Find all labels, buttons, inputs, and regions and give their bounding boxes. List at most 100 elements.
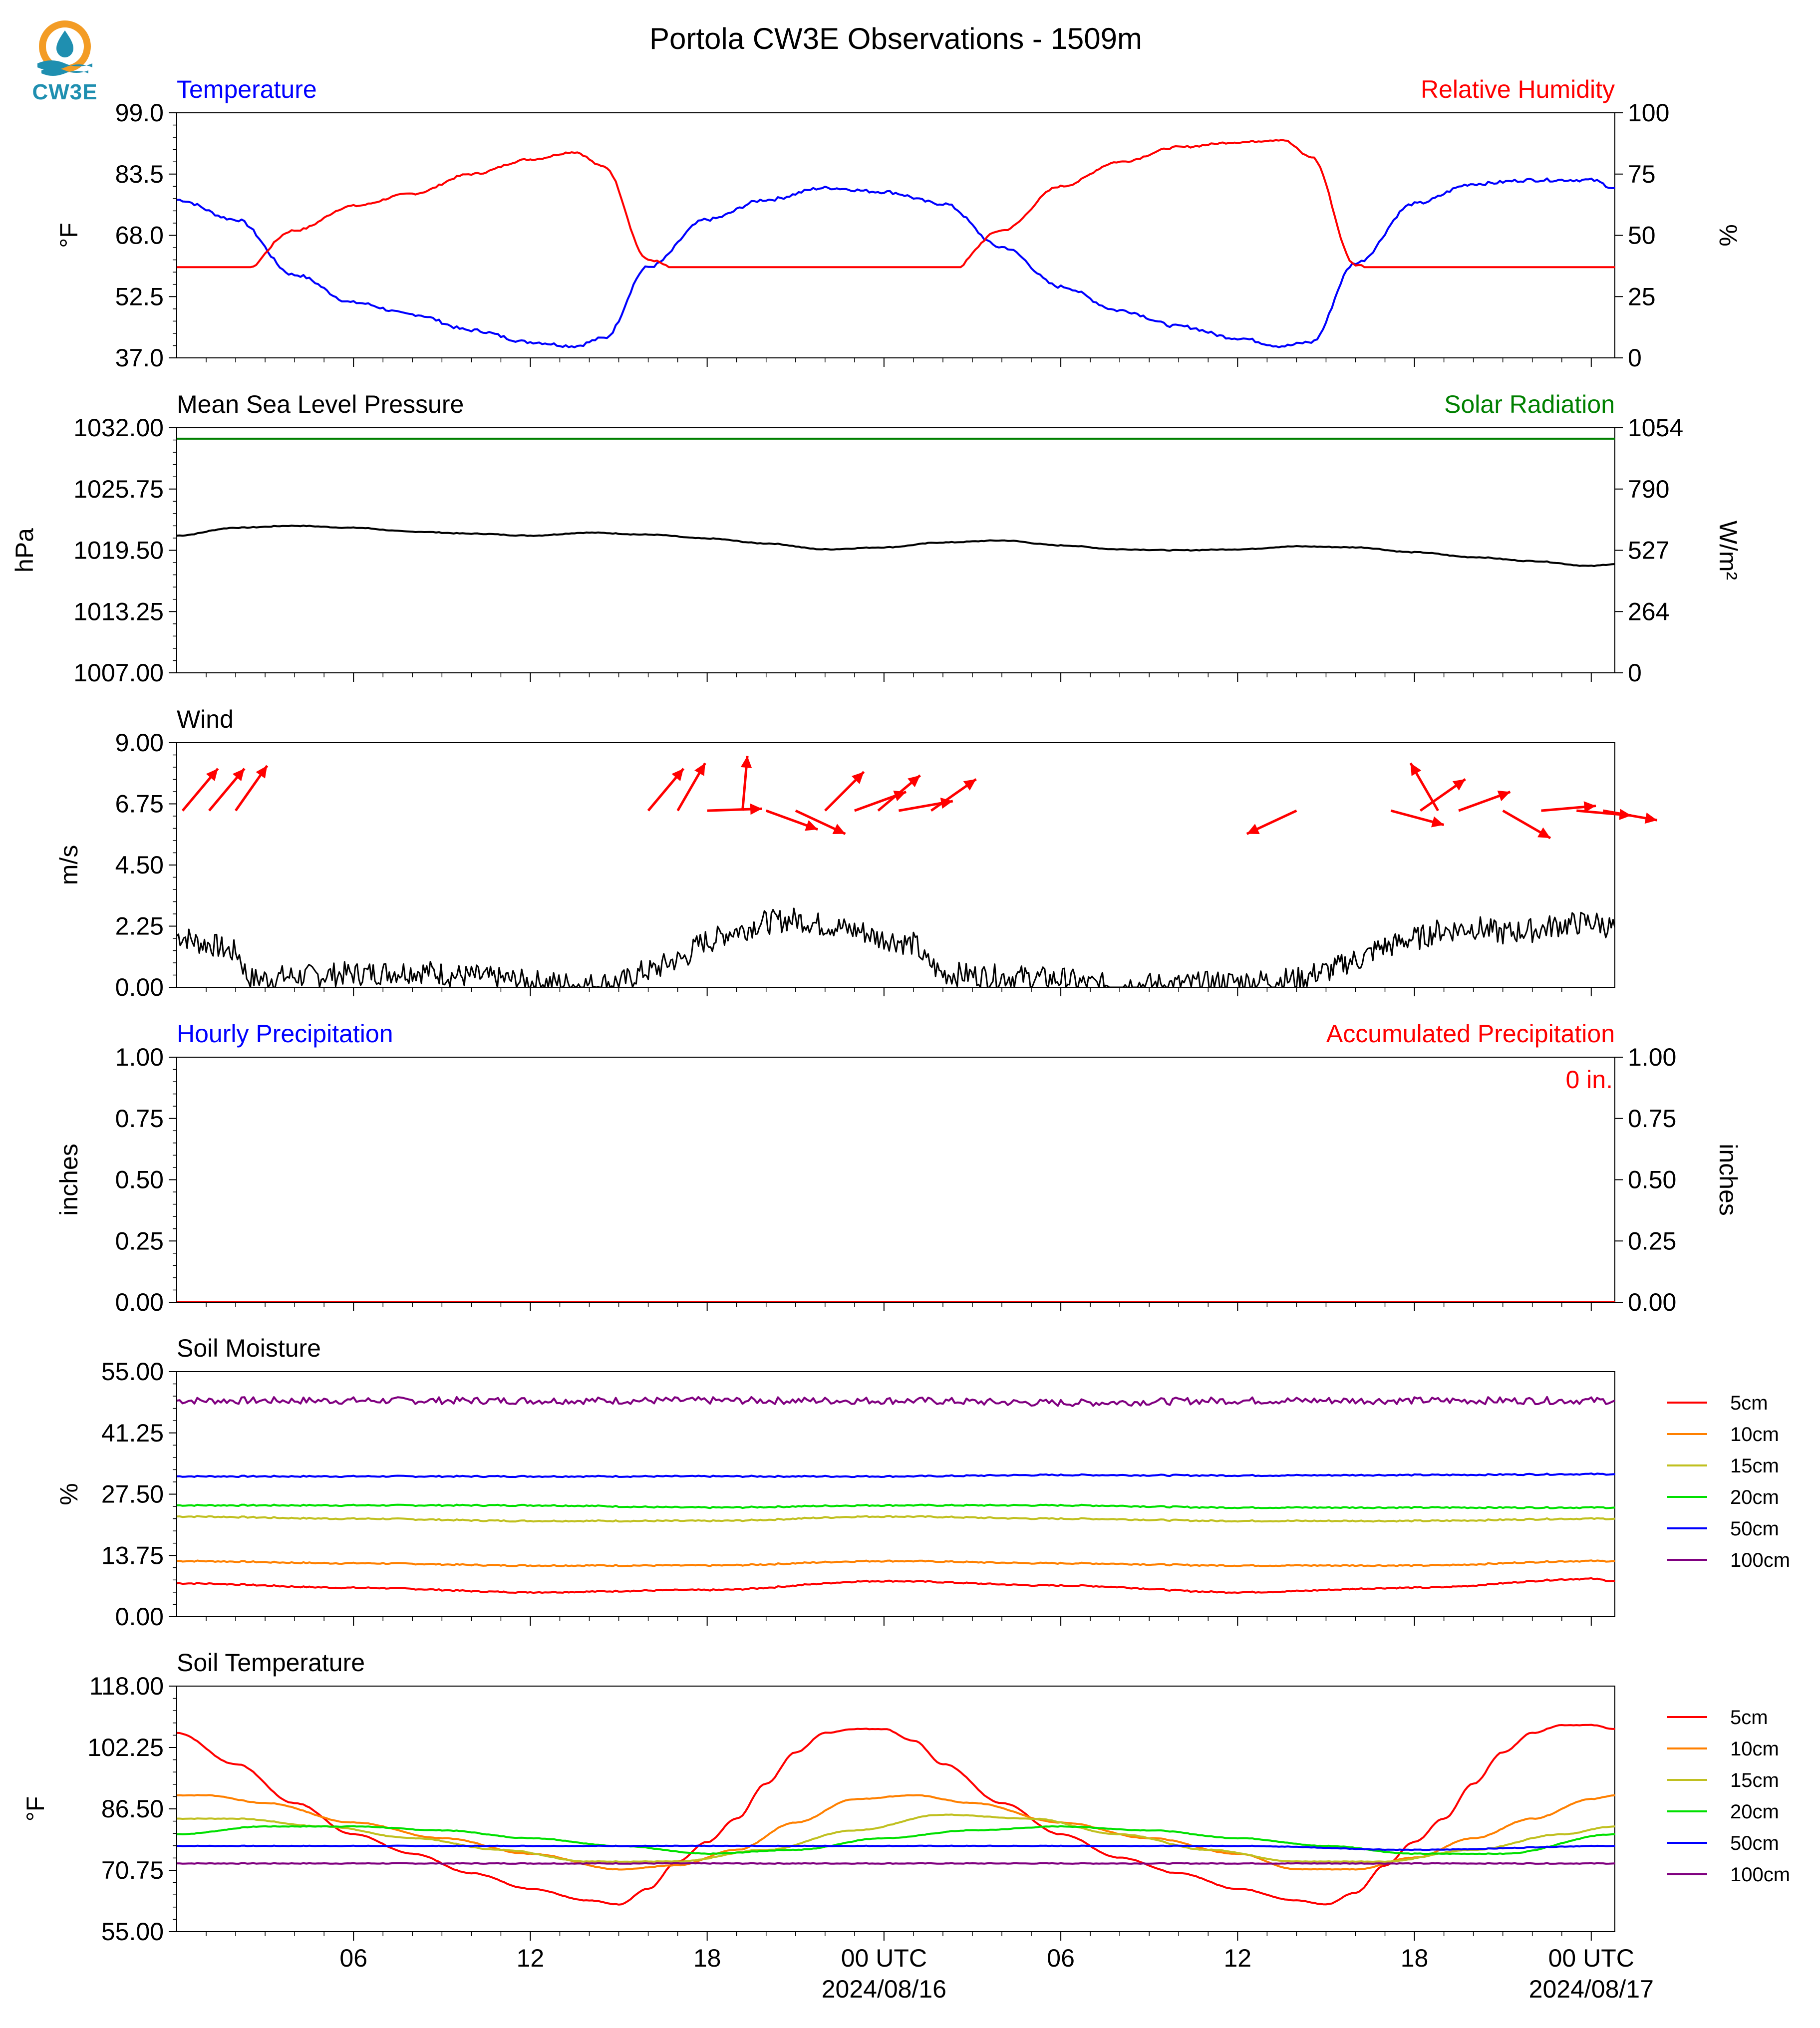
y-right-tick-label: 527 bbox=[1628, 537, 1669, 565]
series-line-10cm bbox=[177, 1559, 1615, 1567]
y-left-tick-label: 68.0 bbox=[115, 222, 164, 250]
y-left-axis-label: % bbox=[55, 1483, 83, 1505]
y-left-tick-label: 55.00 bbox=[101, 1358, 164, 1386]
legend-label: 50cm bbox=[1730, 1832, 1779, 1854]
legend-label: 10cm bbox=[1730, 1424, 1779, 1446]
legend-label: 10cm bbox=[1730, 1738, 1779, 1760]
legend-label: 20cm bbox=[1730, 1486, 1779, 1508]
wind-arrow bbox=[795, 809, 846, 835]
y-left-tick-label: 1013.25 bbox=[73, 597, 164, 625]
series-line-15cm bbox=[177, 1515, 1615, 1523]
y-left-tick-label: 27.50 bbox=[101, 1480, 164, 1508]
logo-text: CW3E bbox=[32, 80, 98, 104]
y-left-tick-label: 118.00 bbox=[89, 1672, 164, 1700]
series-line-100cm bbox=[177, 1396, 1615, 1407]
y-left-axis-label: m/s bbox=[55, 845, 83, 885]
legend-label: 100cm bbox=[1730, 1864, 1790, 1886]
panel-series-group bbox=[177, 437, 1615, 568]
series-legend: 5cm 10cm 15cm 20cm 50cm 100cm bbox=[1667, 1392, 1790, 1571]
chart-panel-2: 1007.00 1013.25 1019.50 1025.75 1032.00 0 264 5… bbox=[10, 390, 1742, 687]
wind-arrow-head bbox=[206, 768, 218, 782]
wind-arrow-head bbox=[893, 790, 907, 802]
y-left-axis-label: °F bbox=[21, 1796, 49, 1822]
wind-arrow-head bbox=[908, 775, 920, 788]
wind-arrow bbox=[1602, 809, 1658, 824]
wind-arrow-head bbox=[1537, 827, 1550, 839]
wind-arrow-head bbox=[963, 779, 976, 791]
y-right-tick-label: 790 bbox=[1628, 475, 1669, 503]
wind-arrow bbox=[647, 768, 685, 812]
wind-arrow bbox=[1458, 790, 1511, 812]
series-line-5cm bbox=[177, 1724, 1615, 1906]
y-left-tick-label: 86.50 bbox=[101, 1795, 164, 1823]
wind-arrow bbox=[208, 768, 246, 812]
legend-label: 5cm bbox=[1730, 1392, 1768, 1414]
series-line-temperature bbox=[177, 177, 1615, 348]
panel-title-right: Accumulated Precipitation bbox=[1326, 1020, 1615, 1048]
y-right-tick-label: 0.50 bbox=[1628, 1166, 1676, 1194]
y-right-tick-label: 75 bbox=[1628, 160, 1656, 188]
y-left-axis-label: inches bbox=[55, 1144, 83, 1216]
series-line-5cm bbox=[177, 1577, 1615, 1594]
x-tick-label: 00 UTC bbox=[841, 1944, 927, 1972]
wind-arrow bbox=[740, 756, 752, 811]
wind-arrow-head bbox=[750, 803, 762, 815]
wind-arrow bbox=[930, 778, 977, 812]
y-left-tick-label: 37.0 bbox=[115, 344, 164, 372]
chart-panel-5: 0.00 13.75 27.50 41.25 55.00% Soil Moisture 5c… bbox=[55, 1334, 1790, 1631]
y-left-tick-label: 83.5 bbox=[115, 160, 164, 188]
legend-label: 15cm bbox=[1730, 1769, 1779, 1791]
legend-label: 5cm bbox=[1730, 1707, 1768, 1729]
plot-frame bbox=[176, 112, 1615, 358]
y-right-axis-label: W/m² bbox=[1714, 521, 1742, 580]
panel-title-right: Solar Radiation bbox=[1444, 390, 1615, 418]
x-tick-label: 00 UTC bbox=[1548, 1944, 1634, 1972]
y-right-axis-label: % bbox=[1714, 224, 1742, 246]
chart-panel-4: 0.00 0.25 0.50 0.75 1.00 0.00 0.25 0.50 0.75 1.00… bbox=[55, 1020, 1742, 1316]
series-line-20cm bbox=[177, 1825, 1615, 1855]
panel-series-group bbox=[177, 907, 1615, 987]
wind-arrow bbox=[707, 803, 762, 815]
y-left-tick-label: 0.00 bbox=[115, 1288, 164, 1316]
panel-title-left: Hourly Precipitation bbox=[177, 1020, 393, 1048]
logo-mark-icon bbox=[37, 20, 92, 76]
y-left-tick-label: 13.75 bbox=[101, 1541, 164, 1569]
y-left-tick-label: 99.0 bbox=[115, 99, 164, 127]
y-right-tick-label: 0.75 bbox=[1628, 1105, 1676, 1133]
panel-title-right: Relative Humidity bbox=[1421, 75, 1615, 103]
legend-label: 15cm bbox=[1730, 1455, 1779, 1477]
wind-arrow bbox=[1419, 778, 1466, 812]
x-tick-label: 18 bbox=[1401, 1944, 1429, 1972]
wind-arrow bbox=[765, 809, 818, 831]
y-right-tick-label: 25 bbox=[1628, 283, 1656, 310]
wind-arrow-head bbox=[694, 763, 705, 776]
panel-title-left: Soil Moisture bbox=[177, 1334, 321, 1362]
wind-arrow-head bbox=[1644, 813, 1657, 824]
panel-series-group bbox=[177, 1724, 1615, 1906]
wind-arrow-head bbox=[940, 797, 953, 809]
y-left-tick-label: 1032.00 bbox=[73, 414, 164, 442]
y-left-tick-label: 102.25 bbox=[87, 1734, 164, 1761]
x-date-label: 2024/08/17 bbox=[1529, 1975, 1654, 2003]
x-tick-label: 12 bbox=[1224, 1944, 1252, 1972]
x-tick-label: 12 bbox=[517, 1944, 545, 1972]
legend-label: 20cm bbox=[1730, 1801, 1779, 1823]
series-line-50cm bbox=[177, 1472, 1615, 1478]
y-left-tick-label: 0.25 bbox=[115, 1227, 164, 1255]
x-date-label: 2024/08/16 bbox=[822, 1975, 946, 2003]
y-left-tick-label: 55.00 bbox=[101, 1918, 164, 1946]
y-left-axis-label: hPa bbox=[10, 528, 38, 573]
y-left-tick-label: 0.50 bbox=[115, 1166, 164, 1194]
y-left-tick-label: 1.00 bbox=[115, 1043, 164, 1071]
x-tick-label: 06 bbox=[1047, 1944, 1075, 1972]
panel-title-left: Wind bbox=[177, 705, 234, 733]
wind-arrow-head bbox=[832, 824, 846, 834]
y-right-tick-label: 0 bbox=[1628, 659, 1642, 687]
series-line-15cm bbox=[177, 1813, 1615, 1863]
y-left-tick-label: 9.00 bbox=[115, 729, 164, 757]
wind-arrow-head bbox=[852, 772, 864, 784]
plot-frame bbox=[176, 427, 1615, 673]
series-legend: 5cm 10cm 15cm 20cm 50cm 100cm bbox=[1667, 1707, 1790, 1886]
